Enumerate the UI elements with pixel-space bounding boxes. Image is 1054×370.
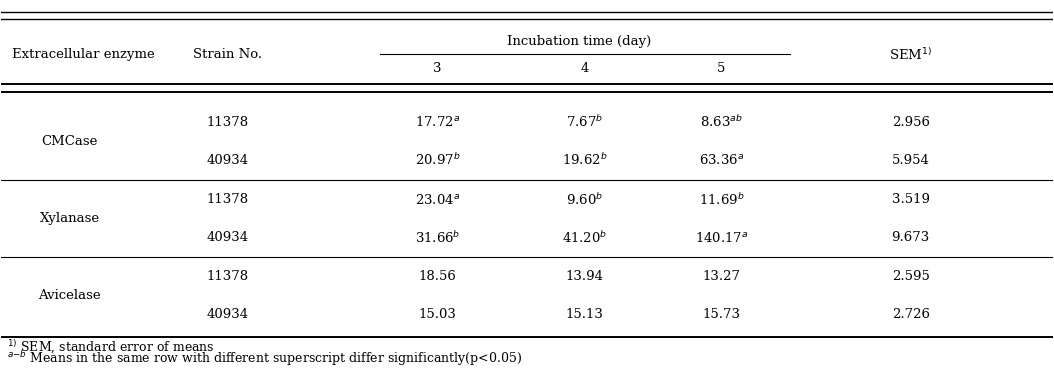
Text: 40934: 40934 — [207, 231, 249, 244]
Text: 140.17$^{a}$: 140.17$^{a}$ — [695, 231, 748, 245]
Text: 19.62$^{b}$: 19.62$^{b}$ — [562, 152, 607, 168]
Text: Extracellular enzyme: Extracellular enzyme — [12, 48, 155, 61]
Text: 15.03: 15.03 — [418, 307, 456, 320]
Text: $^{1)}$ SEM, standard error of means: $^{1)}$ SEM, standard error of means — [6, 338, 214, 356]
Text: 9.673: 9.673 — [892, 231, 930, 244]
Text: 40934: 40934 — [207, 154, 249, 166]
Text: 7.67$^{b}$: 7.67$^{b}$ — [566, 114, 603, 130]
Text: 15.73: 15.73 — [702, 307, 741, 320]
Text: Strain No.: Strain No. — [193, 48, 262, 61]
Text: 13.27: 13.27 — [702, 270, 741, 283]
Text: Xylanase: Xylanase — [40, 212, 100, 225]
Text: 41.20$^{b}$: 41.20$^{b}$ — [562, 230, 607, 246]
Text: 23.04$^{a}$: 23.04$^{a}$ — [415, 193, 461, 207]
Text: 11.69$^{b}$: 11.69$^{b}$ — [699, 192, 744, 208]
Text: 20.97$^{b}$: 20.97$^{b}$ — [415, 152, 461, 168]
Text: 63.36$^{a}$: 63.36$^{a}$ — [699, 153, 744, 167]
Text: 2.956: 2.956 — [892, 116, 930, 129]
Text: 4: 4 — [581, 61, 589, 75]
Text: 2.726: 2.726 — [892, 307, 930, 320]
Text: 13.94: 13.94 — [566, 270, 604, 283]
Text: 2.595: 2.595 — [892, 270, 930, 283]
Text: 17.72$^{a}$: 17.72$^{a}$ — [415, 115, 461, 129]
Text: 11378: 11378 — [207, 193, 249, 206]
Text: $^{a\mathsf{-}b}$ Means in the same row with different superscript differ signif: $^{a\mathsf{-}b}$ Means in the same row … — [6, 349, 522, 368]
Text: 5: 5 — [718, 61, 725, 75]
Text: CMCase: CMCase — [41, 135, 98, 148]
Text: 9.60$^{b}$: 9.60$^{b}$ — [566, 192, 603, 208]
Text: 31.66$^{b}$: 31.66$^{b}$ — [415, 230, 461, 246]
Text: Incubation time (day): Incubation time (day) — [507, 34, 651, 48]
Text: 18.56: 18.56 — [418, 270, 456, 283]
Text: 3: 3 — [433, 61, 442, 75]
Text: 8.63$^{ab}$: 8.63$^{ab}$ — [700, 114, 743, 130]
Text: 40934: 40934 — [207, 307, 249, 320]
Text: 11378: 11378 — [207, 270, 249, 283]
Text: Avicelase: Avicelase — [38, 289, 101, 302]
Text: SEM$^{1)}$: SEM$^{1)}$ — [890, 47, 932, 63]
Text: 11378: 11378 — [207, 116, 249, 129]
Text: 5.954: 5.954 — [892, 154, 930, 166]
Text: 15.13: 15.13 — [566, 307, 604, 320]
Text: 3.519: 3.519 — [892, 193, 930, 206]
